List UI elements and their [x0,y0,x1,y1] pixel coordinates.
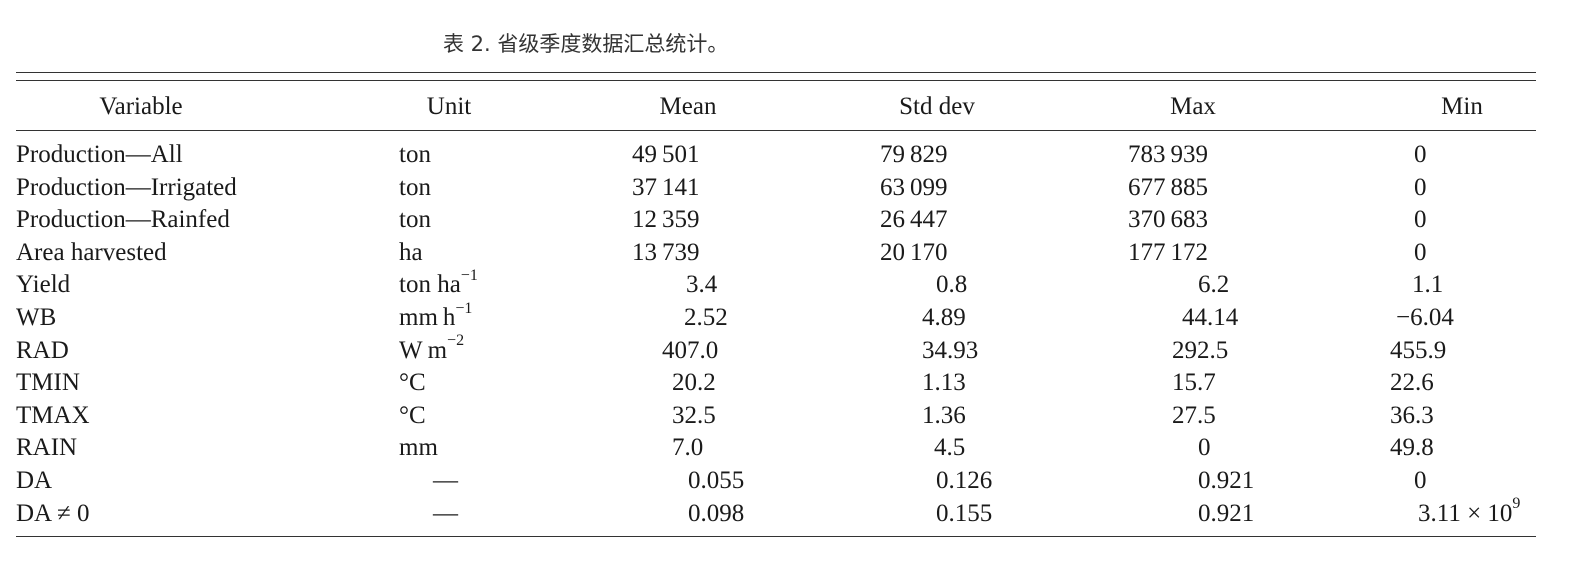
cell-min: 3.11 × 109 [1418,495,1521,527]
cell-max: 677 885 [1128,173,1209,201]
cell-max: 27.5 [1172,401,1216,429]
cell-min: 0 [1414,467,1427,494]
cell-unit: ton [399,206,431,234]
cell-unit: W m−2 [399,332,465,364]
cell-mean: 13 739 [632,238,700,266]
cell-min: 0 [1414,173,1427,201]
cell-mean: 7.0 [672,434,704,462]
cell-max: 783 939 [1128,141,1209,168]
unit-exponent: −2 [447,332,465,350]
cell-std-dev: 1.13 [922,369,966,397]
header-max: Max [1170,93,1216,120]
unit-exponent: −1 [455,299,473,317]
cell-std-dev: 1.36 [922,401,966,429]
cell-mean: 32.5 [672,401,716,429]
cell-std-dev: 0.126 [936,467,993,494]
header-variable: Variable [99,93,183,120]
cell-variable: TMAX [16,401,90,429]
cell-max: 6.2 [1198,271,1230,299]
cell-min: 0 [1414,238,1427,266]
header-unit: Unit [426,93,472,120]
cell-std-dev: 34.93 [922,336,979,364]
cell-max: 177 172 [1128,238,1209,266]
cell-variable: WB [16,304,57,331]
table-caption: 表 2. 省级季度数据汇总统计。 [443,32,729,56]
cell-mean: 37 141 [632,173,700,201]
cell-mean: 12 359 [632,206,700,234]
cell-mean: 20.2 [672,369,716,397]
cell-unit: mm [399,434,438,462]
cell-std-dev: 4.89 [922,304,966,331]
cell-unit: ton ha−1 [399,267,478,299]
cell-variable: RAIN [16,434,78,462]
cell-max: 15.7 [1172,369,1216,397]
top-rule-inner [16,80,1536,81]
cell-variable: Production—Irrigated [16,173,237,201]
cell-std-dev: 63 099 [880,173,948,201]
header-std-dev: Std dev [899,93,975,120]
header-mean: Mean [659,93,717,120]
cell-variable: Production—Rainfed [16,206,230,234]
cell-std-dev: 0.8 [936,271,968,299]
cell-max: 370 683 [1128,206,1209,234]
cell-mean: 0.055 [688,467,745,494]
cell-variable: Yield [16,271,71,299]
cell-min: 49.8 [1390,434,1434,462]
cell-variable: Production—All [16,141,183,168]
cell-std-dev: 79 829 [880,141,948,168]
cell-std-dev: 20 170 [880,238,948,266]
cell-variable: TMIN [16,369,80,397]
cell-unit: mm h−1 [399,299,473,331]
cell-variable: RAD [16,336,69,364]
unit-exponent: −1 [460,267,478,285]
cell-unit: — [433,467,458,494]
cell-mean: 407.0 [662,336,719,364]
cell-mean: 3.4 [686,271,718,299]
cell-max: 44.14 [1182,304,1239,331]
cell-max: 0 [1198,434,1211,462]
cell-min: 36.3 [1390,401,1434,429]
cell-variable: DA ≠ 0 [16,499,90,527]
min-exponent: 9 [1512,495,1521,513]
cell-unit: ton [399,141,431,168]
cell-mean: 2.52 [684,304,728,331]
cell-std-dev: 26 447 [880,206,948,234]
cell-min: −6.04 [1396,304,1454,331]
cell-max: 292.5 [1172,336,1229,364]
cell-min: 0 [1414,141,1427,168]
cell-max: 0.921 [1198,499,1255,527]
cell-mean: 0.098 [688,499,745,527]
cell-unit: ton [399,173,431,201]
cell-min: 455.9 [1390,336,1447,364]
header-rule [16,130,1536,131]
cell-mean: 49 501 [632,141,700,168]
cell-unit: °C [399,401,426,429]
bottom-rule [16,536,1536,537]
cell-variable: Area harvested [16,238,167,266]
cell-std-dev: 4.5 [934,434,966,462]
cell-min: 1.1 [1412,271,1444,299]
cell-unit: °C [399,369,426,397]
cell-std-dev: 0.155 [936,499,993,527]
cell-min: 22.6 [1390,369,1434,397]
cell-unit: — [433,499,458,527]
header-min: Min [1441,93,1483,120]
cell-unit: ha [399,238,423,266]
top-rule [16,72,1536,73]
cell-min: 0 [1414,206,1427,234]
cell-max: 0.921 [1198,467,1255,494]
cell-variable: DA [16,467,53,494]
